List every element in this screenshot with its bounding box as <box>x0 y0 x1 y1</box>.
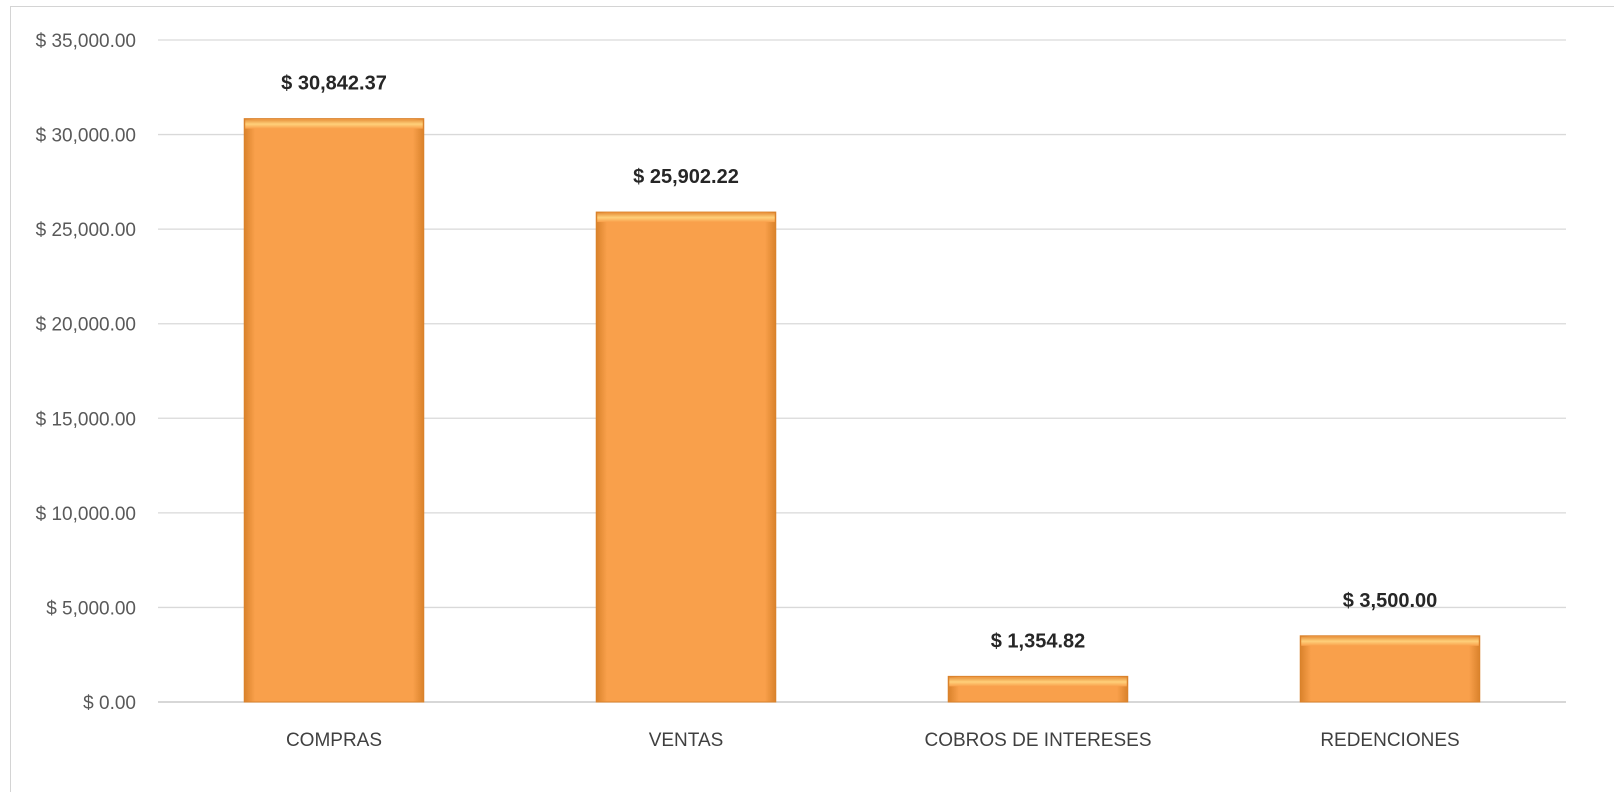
data-label: $ 30,842.37 <box>281 73 387 95</box>
y-axis-tick-labels: $ 0.00 $ 5,000.00 $ 10,000.00 $ 15,000.00 $ … <box>36 31 136 714</box>
data-label: $ 3,500.00 <box>1343 590 1438 612</box>
bar <box>243 118 425 703</box>
bar-highlight <box>597 213 775 223</box>
bar-highlight <box>1301 636 1479 646</box>
y-tick-label: $ 35,000.00 <box>36 31 136 52</box>
y-tick-label: $ 30,000.00 <box>36 126 136 147</box>
bar <box>595 211 777 703</box>
data-label: $ 25,902.22 <box>633 166 739 188</box>
y-tick-label: $ 25,000.00 <box>36 220 136 241</box>
category-label: COBROS DE INTERESES <box>925 730 1152 751</box>
bars <box>243 118 1481 703</box>
bar-highlight <box>949 677 1127 687</box>
data-labels: $ 30,842.37 $ 25,902.22 $ 1,354.82 $ 3,500.… <box>281 73 1437 653</box>
x-axis-category-labels: COMPRAS VENTAS COBROS DE INTERESES REDENCIO… <box>286 730 1460 751</box>
data-label: $ 1,354.82 <box>991 630 1086 652</box>
category-label: COMPRAS <box>286 730 382 751</box>
y-tick-label: $ 10,000.00 <box>36 504 136 525</box>
bar <box>1299 635 1481 703</box>
chart-frame <box>10 6 1614 792</box>
y-tick-label: $ 15,000.00 <box>36 409 136 430</box>
gridlines <box>158 39 1566 703</box>
y-tick-label: $ 0.00 <box>83 693 136 714</box>
category-label: REDENCIONES <box>1320 730 1459 751</box>
category-label: VENTAS <box>649 730 724 751</box>
y-tick-label: $ 5,000.00 <box>46 598 136 619</box>
y-tick-label: $ 20,000.00 <box>36 315 136 336</box>
bar-highlight <box>245 119 423 129</box>
